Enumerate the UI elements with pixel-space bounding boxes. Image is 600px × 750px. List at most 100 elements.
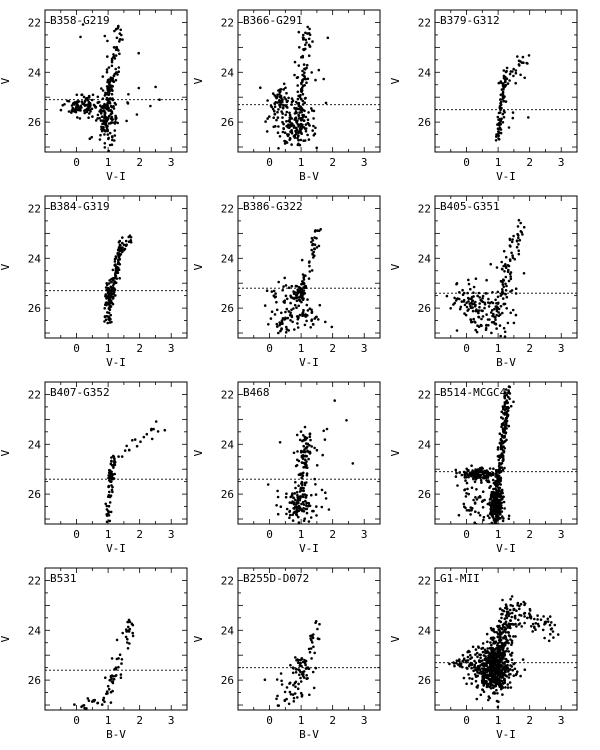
data-point [475,697,479,701]
data-point [473,663,477,667]
y-tick-label: 24 [418,252,432,265]
data-point [296,499,300,502]
data-point [548,623,552,627]
data-point [280,683,284,686]
data-point [291,320,294,324]
data-point [103,34,107,38]
data-point [293,526,296,529]
data-point [503,395,506,398]
data-point [481,309,484,313]
data-point [314,483,317,486]
data-point [304,123,308,126]
data-point [496,290,500,294]
data-point [285,686,289,689]
data-point [481,650,485,654]
data-point [294,503,298,506]
data-point [274,125,277,128]
data-point [297,138,300,142]
data-point [90,135,93,139]
data-point [121,631,124,635]
data-point [502,517,505,520]
data-point [88,105,92,109]
data-point [507,268,510,272]
x-tick-label: 2 [526,156,533,169]
data-point [308,432,312,436]
data-point [107,294,110,297]
data-point [117,665,120,669]
plot-frame [434,381,578,525]
data-point [111,136,114,139]
data-point [297,515,300,519]
data-point [271,107,275,111]
data-point [291,519,295,522]
data-point [290,308,293,312]
data-point [462,300,466,303]
data-point [303,71,306,74]
data-point [108,490,111,494]
data-point [285,110,289,114]
data-point [512,321,516,325]
data-point [519,60,522,63]
data-point [501,112,505,116]
data-point [287,123,290,126]
data-point [514,71,518,75]
data-point [481,297,484,300]
data-point [477,315,480,319]
data-point [461,288,464,292]
data-point [145,432,149,436]
data-point [113,29,116,33]
data-point [497,314,501,318]
data-point [517,249,520,252]
data-point [117,258,120,262]
data-point [497,464,501,468]
data-point [486,502,490,506]
y-tick-label: 26 [28,674,41,687]
data-point [111,284,115,287]
data-point [494,500,497,504]
data-point [304,315,308,318]
data-point [505,77,509,80]
data-point [303,517,307,520]
data-point [113,460,117,464]
data-point [503,628,507,632]
data-point [516,225,520,228]
data-point [506,264,510,267]
data-point [503,413,507,416]
data-point [111,121,114,124]
data-point [114,114,117,118]
data-point [487,297,490,301]
data-point [467,492,471,496]
point-cloud [104,420,167,524]
data-point [507,517,511,520]
data-point [295,76,299,79]
data-point [295,491,299,494]
data-point [109,122,112,125]
data-point [322,77,326,81]
data-point [93,698,96,702]
data-point [504,282,507,286]
data-point [494,667,498,671]
data-point [513,257,516,261]
data-point [501,693,504,696]
data-point [492,467,495,471]
data-point [324,320,327,324]
data-point [492,502,495,506]
data-point [277,147,280,150]
data-point [115,45,118,49]
data-point [305,63,309,67]
data-point [283,276,287,280]
data-point [302,670,306,673]
data-point [487,479,490,482]
data-point [87,100,91,104]
data-point [105,301,109,304]
data-point [491,675,494,679]
data-point [309,647,313,650]
data-point [128,642,131,645]
data-point [296,326,300,329]
data-point [281,317,285,320]
data-point [90,107,94,111]
x-tick-label: 1 [495,156,502,169]
data-point [475,651,479,655]
data-point [489,663,493,666]
